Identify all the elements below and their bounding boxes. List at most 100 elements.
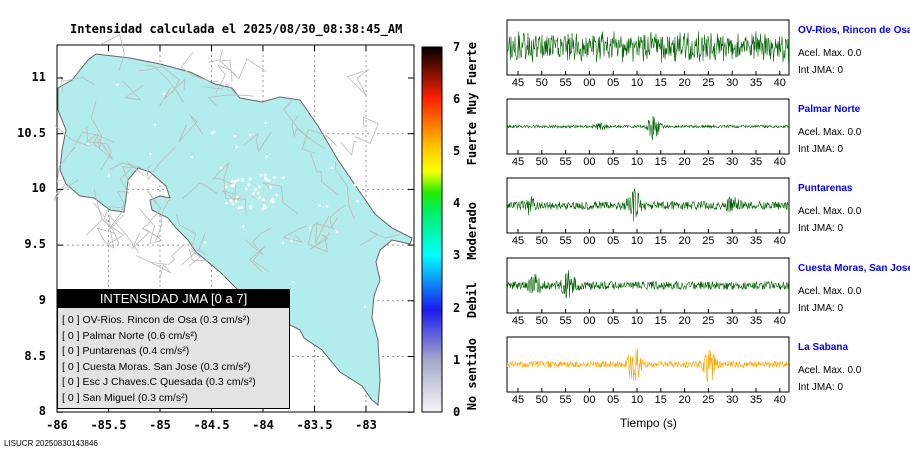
time-tick-label: 45 [511,235,525,247]
station-acel-max: Acel. Max. 0.0 [798,286,862,297]
time-tick-label: 30 [726,394,739,406]
waveform-trace [506,270,790,299]
time-tick-label: 05 [607,77,620,89]
time-tick-label: 00 [583,77,596,89]
time-tick-label: 55 [559,77,572,89]
time-tick-label: 10 [630,156,644,168]
time-tick-label: 20 [678,77,691,89]
time-tick-label: 30 [726,77,739,89]
time-tick-label: 50 [535,315,548,327]
legend-item: [ 0 ] Palmar Norte (0.6 cm/s²) [58,329,289,345]
legend-item-station: Esc J Chaves.C Quesada [82,376,203,388]
time-tick-label: 25 [702,77,715,89]
time-tick-label: 05 [607,394,620,406]
time-tick-label: 35 [749,77,763,89]
time-tick-label: 10 [630,315,644,327]
map-title: Intensidad calculada el 2025/08/30_08:38… [70,22,403,36]
waveform-trace [506,115,790,141]
legend-item-station: Cuesta Moras. San Jose [82,360,198,373]
lat-tick-label: 11 [31,70,46,84]
lat-tick-label: 8.5 [24,348,46,363]
legend-item: [ 0 ] Esc J Chaves.C Quesada (0.3 cm/s²) [58,375,289,391]
time-tick-label: 10 [630,77,644,89]
time-tick-label: 20 [678,235,691,247]
legend-item: [ 0 ] San Miguel (0.3 cm/s²) [58,391,289,407]
colorbar-tick-label: 4 [453,196,461,211]
time-tick-label: 40 [773,235,786,247]
time-tick-label: 50 [535,156,548,168]
waveform-trace [506,348,790,383]
legend-item-intensity: [ 0 ] [62,360,80,373]
lon-tick-label: -83.5 [296,418,333,432]
time-tick-label: 55 [559,394,572,406]
legend-item-intensity: [ 0 ] [62,314,80,326]
lon-tick-label: -84.5 [193,418,230,432]
station-int-jma: Int JMA: 0 [798,382,844,393]
time-tick-label: 00 [583,315,596,327]
lon-tick-label: -83 [355,418,377,432]
station-acel-max: Acel. Max. 0.0 [798,127,862,138]
legend-item-value: (0.6 cm/s²) [147,329,198,342]
time-tick-label: 50 [535,235,548,247]
time-tick-label: 30 [726,156,739,168]
lat-tick-label: 9 [38,292,46,307]
waveform-trace [506,31,790,64]
waveform-panel [506,257,790,314]
colorbar-tick-label: 7 [453,40,461,54]
time-tick-label: 25 [702,315,715,327]
time-tick-label: 25 [702,235,715,247]
legend-item-value: (0.3 cm/s²) [137,391,189,404]
time-tick-label: 00 [583,156,596,168]
time-tick-label: 55 [559,156,572,168]
time-tick-label: 10 [630,394,644,406]
legend-item-value: (0.3 cm/s²) [199,314,250,326]
time-tick-label: 35 [749,394,763,406]
time-tick-label: 25 [702,156,715,168]
station-name: OV-Rios, Rincon de Osa [798,25,910,36]
lat-tick-label: 9.5 [24,237,46,252]
time-tick-label: 00 [583,235,596,247]
legend-item-station: OV-Rios. Rincon de Osa [82,314,197,326]
legend-title: INTENSIDAD JMA [0 a 7] [58,290,289,308]
time-tick-label: 15 [654,235,667,247]
legend-item: [ 0 ] Cuesta Moras. San Jose (0.3 cm/s²) [58,360,289,376]
time-tick-label: 30 [726,235,739,247]
time-tick-label: 40 [773,315,786,327]
time-tick-label: 15 [654,394,667,406]
station-acel-max: Acel. Max. 0.0 [798,48,862,59]
colorbar-tick-label: 6 [453,92,461,107]
legend-item-intensity: [ 0 ] [62,345,80,357]
time-tick-label: 05 [607,235,620,247]
time-axis-label: Tiempo (s) [620,416,677,430]
colorbar-tick-label: 2 [453,300,461,315]
time-tick-label: 15 [654,315,667,327]
costa-rica-land [57,53,413,407]
legend-item-station: San Miguel [82,391,135,404]
time-tick-label: 20 [678,156,691,168]
time-tick-label: 45 [511,77,525,89]
time-tick-label: 35 [749,315,763,327]
colorbar-tick-label: 0 [453,404,461,419]
time-tick-label: 10 [630,235,644,247]
station-int-jma: Int JMA: 0 [798,65,844,76]
station-int-jma: Int JMA: 0 [798,223,844,234]
legend-item-intensity: [ 0 ] [62,376,80,388]
time-tick-label: 40 [773,156,786,168]
colorbar-label-no-sentido: No sentido [465,338,479,411]
lon-tick-label: -85 [149,418,171,432]
legend-item-value: (0.3 cm/s²) [205,376,256,388]
station-name: Puntarenas [798,183,853,194]
time-tick-label: 45 [511,394,525,406]
lat-tick-label: 8 [38,404,46,419]
legend-item-value: (0.4 cm/s²) [139,345,190,357]
station-name: Cuesta Moras, San Jose [798,263,910,274]
legend-item: [ 0 ] Puntarenas (0.4 cm/s²) [58,344,289,360]
time-tick-label: 40 [773,77,786,89]
time-tick-label: 40 [773,394,786,406]
time-tick-label: 45 [511,156,525,168]
intensity-legend: INTENSIDAD JMA [0 a 7] [ 0 ] OV-Rios. Ri… [57,289,290,409]
time-tick-label: 20 [678,394,691,406]
time-tick-label: 00 [583,394,596,406]
colorbar-label-muy-fuerte: Muy Fuerte [465,42,479,115]
